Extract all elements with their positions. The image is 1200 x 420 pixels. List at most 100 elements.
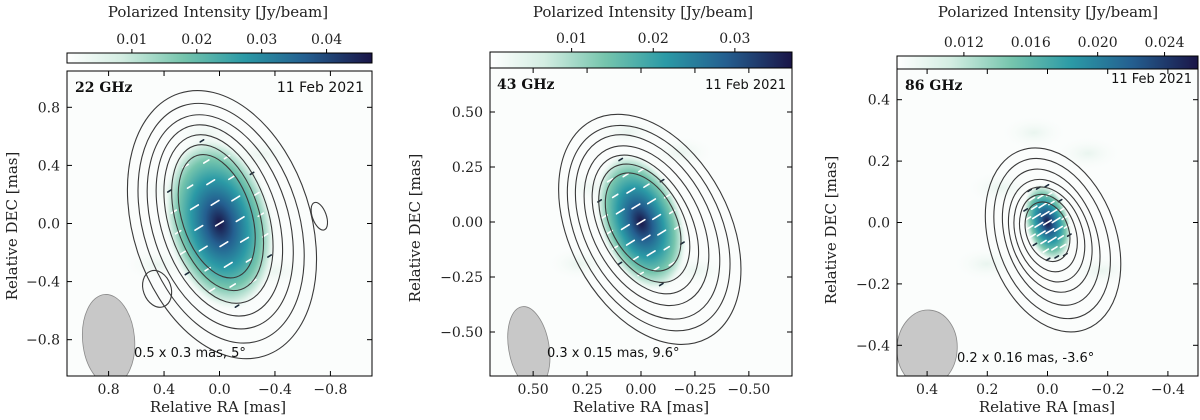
evpa-tick	[1054, 255, 1060, 259]
y-tick-label: −0.4	[856, 338, 890, 354]
colorbar-tick-label: 0.024	[1145, 35, 1185, 51]
evpa-tick	[208, 287, 216, 293]
y-tick-label: 0.8	[38, 100, 60, 116]
evpa-tick	[611, 245, 619, 251]
evpa-tick	[606, 177, 614, 183]
y-tick-label: 0.50	[452, 105, 483, 121]
y-axis-label: Relative DEC [mas]	[3, 152, 21, 301]
evpa-tick	[652, 266, 660, 272]
y-tick-label: −0.25	[440, 270, 483, 286]
colorbar-ticks: 0.01 0.02 0.03	[556, 31, 750, 52]
beam-ellipse	[81, 294, 136, 376]
evpa-tick	[1045, 227, 1055, 235]
intensity-contour	[574, 134, 721, 320]
evpa-tick	[1049, 208, 1059, 215]
intensity-contour	[583, 145, 710, 307]
evpa-tick	[657, 229, 667, 236]
evpa-tick	[223, 261, 233, 268]
image-layer	[897, 69, 1198, 376]
evpa-tick	[267, 254, 273, 258]
intensity-contour	[137, 102, 305, 344]
intensity-contour	[1024, 201, 1071, 262]
x-tick-label: 0.4	[153, 382, 175, 398]
colorbar-label: Polarized Intensity [Jy/beam]	[938, 3, 1158, 21]
evpa-tick	[1023, 208, 1029, 212]
y-tick-label: 0.00	[452, 215, 483, 231]
intensity-contour	[604, 172, 682, 272]
noise-patch	[1065, 252, 1138, 290]
intensity-contour	[171, 144, 265, 292]
x-tick-label: 0.0	[1036, 382, 1058, 398]
evpa-tick	[206, 179, 216, 186]
panel-86ghz: Polarized Intensity [Jy/beam] 0.012 0.016…	[822, 3, 1199, 416]
colorbar-ticks: 0.012 0.016 0.020 0.024	[944, 35, 1185, 56]
beam-label: 0.5 x 0.3 mas, 5°	[134, 346, 246, 361]
x-axis-label: Relative RA [mas]	[573, 398, 709, 416]
x-axis-label: Relative RA [mas]	[150, 398, 286, 416]
evpa-tick	[179, 250, 186, 256]
evpa-tick	[1059, 206, 1066, 212]
evpa-tick	[1063, 224, 1071, 229]
evpa-tick	[229, 283, 237, 288]
colorbar-ticks: 0.01 0.02 0.03 0.04	[116, 32, 342, 53]
evpa-tick	[186, 184, 194, 189]
intensity-contour	[984, 147, 1122, 333]
evpa-tick	[1032, 242, 1038, 247]
evpa-tick	[1030, 205, 1038, 210]
evpa-tick	[1059, 243, 1067, 249]
evpa-tick	[1051, 217, 1061, 224]
colorbar-tick-label: 0.02	[638, 31, 669, 47]
x-tick-label: 0.50	[518, 382, 549, 398]
y-tick-label: −0.2	[856, 277, 890, 293]
evpa-tick	[626, 187, 636, 194]
evpa-tick	[1042, 248, 1050, 254]
colorbar-tick-label: 0.020	[1078, 35, 1118, 51]
panel-22ghz: Polarized Intensity [Jy/beam] 0.01 0.02 0.…	[3, 3, 373, 416]
intensity-contour	[146, 114, 294, 330]
x-tick-label: 0.8	[97, 382, 119, 398]
evpa-tick	[617, 261, 623, 266]
evpa-tick	[618, 157, 624, 162]
x-tick-label: −0.50	[727, 382, 770, 398]
colorbar-tick-label: 0.02	[181, 32, 212, 48]
evpa-tick	[1036, 230, 1046, 237]
evpa-tick	[651, 213, 662, 221]
x-axis-label: Relative RA [mas]	[979, 398, 1115, 416]
evpa-tick	[223, 154, 231, 160]
intensity-contour	[993, 157, 1111, 320]
evpa-tick	[214, 220, 225, 227]
evpa-tick	[611, 193, 619, 199]
intensity-contour	[1018, 193, 1078, 273]
plot-area: 0.4 0.2 0.0 −0.2 −0.4 0.4 0.2 0.0 −0.2 −0.4	[856, 68, 1199, 398]
intensity-contour	[163, 134, 274, 304]
evpa-tick	[199, 139, 205, 143]
image-layer	[490, 68, 792, 376]
evpa-tick	[1040, 210, 1050, 218]
evpa-tick	[1038, 202, 1048, 209]
colorbar	[489, 51, 793, 69]
evpa-tick	[198, 245, 208, 252]
y-tick-label: 0.2	[868, 154, 890, 170]
evpa-tick	[219, 241, 229, 248]
intensity-contour	[155, 124, 284, 317]
evpa-tick	[641, 234, 651, 241]
evpa-tick	[189, 204, 200, 211]
y-tick-label: −0.4	[26, 275, 60, 291]
x-tick-label: −0.2	[1091, 382, 1125, 398]
evpa-tick	[1034, 221, 1044, 228]
frequency-label: 86 GHz	[905, 78, 963, 94]
colorbar	[896, 55, 1199, 70]
evpa-tick	[1037, 194, 1044, 200]
evpa-tick	[210, 199, 220, 206]
noise-patch	[950, 245, 1023, 283]
date-label: 11 Feb 2021	[1111, 72, 1192, 87]
x-tick-label: −0.25	[673, 382, 716, 398]
y-tick-label: −0.8	[26, 333, 60, 349]
intensity-contour	[1013, 186, 1086, 283]
evpa-tick	[622, 172, 630, 178]
x-tick-label: 0.00	[625, 382, 656, 398]
intensity-contour	[177, 153, 256, 279]
x-tick-label: 0.25	[571, 382, 602, 398]
colorbar-tick-label: 0.01	[556, 31, 587, 47]
